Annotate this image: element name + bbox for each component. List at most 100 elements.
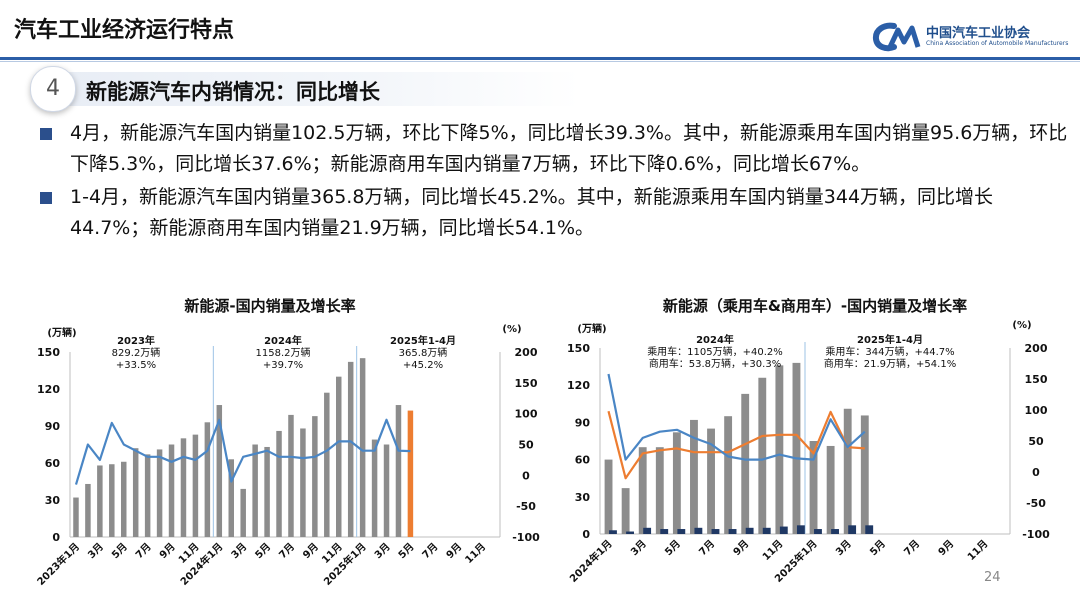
bar-commercial	[796, 525, 805, 534]
y-left-tick-label: 150	[567, 342, 590, 355]
header-divider	[0, 57, 1080, 60]
bar	[180, 438, 187, 537]
bar	[156, 449, 163, 537]
bar	[395, 405, 402, 537]
x-tick-label: 9月	[731, 538, 751, 558]
growth-rate-line	[74, 418, 411, 485]
bar	[809, 441, 818, 534]
bullet-list: 4月，新能源汽车国内销量102.5万辆，环比下降5%，同比增长39.3%。其中，…	[40, 118, 1070, 246]
y-right-tick-label: 100	[515, 408, 538, 421]
bar	[347, 361, 354, 537]
chart-annotation: 1158.2万辆	[256, 346, 311, 359]
bar-commercial	[848, 525, 857, 534]
bar	[97, 465, 103, 537]
chart-annotation: +33.5%	[116, 360, 156, 371]
y-left-tick-label: 120	[567, 379, 590, 392]
chart-annotation: 商用车：21.9万辆，+54.1%	[824, 357, 956, 370]
bar	[132, 448, 139, 537]
bar-highlight	[407, 410, 414, 537]
bar	[792, 362, 801, 534]
bar	[621, 488, 630, 534]
chart-annotation: +39.7%	[263, 360, 303, 371]
x-tick-label: 9月	[300, 541, 320, 561]
bar	[741, 393, 750, 534]
bar	[109, 464, 115, 537]
chart-annotation: 乘用车：1105万辆，+40.2%	[647, 345, 783, 358]
y-left-tick-label: 120	[37, 383, 60, 396]
x-tick-label: 7月	[277, 541, 297, 561]
chart-annotation: 2025年1-4月	[390, 334, 456, 347]
bar	[638, 447, 647, 534]
x-tick-label: 9月	[936, 538, 956, 558]
bar-commercial	[660, 529, 669, 534]
chart-annotation: 365.8万辆	[399, 346, 448, 359]
logo-name-en: China Association of Automobile Manufact…	[926, 40, 1069, 47]
bar	[216, 405, 223, 537]
chart-annotation: 2024年	[264, 334, 302, 347]
commercial-growth-line	[607, 373, 866, 461]
chart-annotation: 2025年1-4月	[857, 333, 923, 346]
bar	[604, 459, 613, 534]
chart-left: 新能源-国内销量及增长率 (万辆) (%) 0 30 60 90 120 150 -100 -50 0…	[34, 297, 540, 588]
page-title: 汽车工业经济运行特点	[14, 18, 235, 43]
x-tick-label: 3月	[85, 541, 105, 561]
bar	[168, 444, 175, 537]
bar-commercial	[643, 527, 652, 534]
bar	[240, 488, 246, 537]
chart-title: 新能源-国内销量及增长率	[184, 297, 355, 315]
bullet-text: 1-4月，新能源汽车国内销量365.8万辆，同比增长45.2%。其中，新能源乘用…	[70, 186, 994, 239]
bar-commercial	[814, 529, 822, 534]
bar	[264, 446, 270, 537]
x-tick-label: 3月	[628, 538, 648, 558]
y-right-tick-label: 200	[515, 346, 538, 359]
bar	[672, 432, 681, 534]
bar	[121, 461, 127, 537]
bar	[371, 439, 378, 537]
bar-commercial	[745, 527, 754, 534]
y-right-tick-label: -50	[1026, 497, 1046, 510]
y-right-tick-label: 0	[522, 469, 530, 482]
bar-commercial	[677, 529, 686, 534]
bar	[860, 415, 869, 534]
bar-commercial	[728, 529, 737, 534]
bar	[336, 376, 342, 537]
bullet-square-icon	[40, 128, 52, 140]
bar-commercial	[762, 527, 771, 534]
logo-name-cn: 中国汽车工业协会	[926, 26, 1031, 41]
bar-commercial	[609, 530, 617, 534]
bar	[843, 408, 852, 534]
chart-annotation: 商用车：53.8万辆，+30.3%	[649, 357, 781, 370]
bar-commercial	[779, 526, 788, 534]
y-right-tick-label: 50	[518, 439, 534, 452]
bar-commercial	[626, 531, 634, 534]
section-number-badge: 4	[30, 66, 76, 112]
y-left-tick-label: 30	[45, 494, 61, 507]
bar-commercial	[831, 529, 839, 534]
bullet-item: 1-4月，新能源汽车国内销量365.8万辆，同比增长45.2%。其中，新能源乘用…	[40, 182, 1070, 244]
y-right-tick-label: -50	[516, 500, 536, 513]
bar	[758, 377, 767, 534]
bar	[204, 422, 211, 537]
bar	[655, 447, 664, 534]
x-tick-label: 7月	[697, 538, 717, 558]
y-left-tick-label: 30	[575, 491, 591, 504]
header-divider-thin	[0, 61, 1080, 62]
y-right-tick-label: 150	[515, 377, 538, 390]
bullet-item: 4月，新能源汽车国内销量102.5万辆，环比下降5%，同比增长39.3%。其中，…	[40, 118, 1070, 180]
bar-commercial	[865, 525, 874, 534]
chart-title: 新能源（乘用车&商用车）-国内销量及增长率	[663, 297, 967, 315]
y-left-unit: (万辆)	[577, 322, 606, 335]
y-right-unit: (%)	[502, 324, 521, 335]
y-right-tick-label: -100	[512, 531, 540, 544]
chart-annotation: 2023年	[117, 334, 155, 347]
x-tick-label: 7月	[420, 541, 440, 561]
passenger-growth-line	[607, 410, 865, 480]
bar	[85, 483, 91, 537]
y-left-tick-label: 90	[575, 416, 591, 429]
y-right-tick-label: 50	[1028, 435, 1044, 448]
bar	[724, 416, 733, 534]
bar	[383, 444, 390, 537]
bar	[73, 497, 79, 537]
chart-annotation: 829.2万辆	[112, 346, 161, 359]
bar	[252, 444, 258, 537]
